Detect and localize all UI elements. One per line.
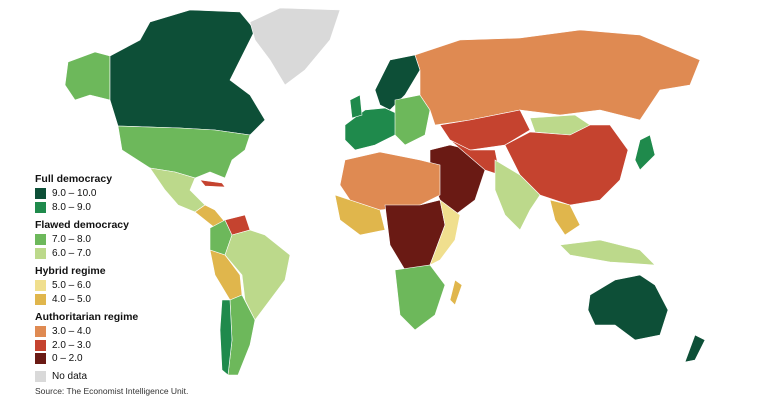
brazil [224,229,291,321]
chile [219,299,233,376]
legend-label: 5.0 – 6.0 [52,280,91,291]
legend-swatch [35,339,46,351]
legend-item: 0 – 2.0 [35,353,83,364]
uk [349,94,363,119]
west-africa [334,194,386,236]
legend-label: 3.0 – 4.0 [52,326,91,337]
source-note: Source: The Economist Intelligence Unit. [35,386,189,396]
india [494,159,541,231]
legend-swatch [35,188,46,199]
scandinavia [374,54,421,111]
legend-item: 6.0 – 7.0 [35,247,91,259]
canada [109,9,266,136]
legend-group-title: Full democracy [35,173,113,185]
madagascar [449,279,463,306]
legend-group-title: Flawed democracy [35,219,129,231]
southern-africa [394,264,446,331]
legend-label: 9.0 – 10.0 [52,188,97,199]
legend-item: 2.0 – 3.0 [35,339,91,351]
australia [587,274,669,341]
russia [414,29,701,126]
north-africa [339,151,441,211]
legend-swatch [35,234,46,245]
legend-label: 6.0 – 7.0 [52,247,91,259]
legend-item: 4.0 – 5.0 [35,293,91,305]
legend-swatch [35,280,46,291]
legend-item: 3.0 – 4.0 [35,326,91,337]
legend-item: 9.0 – 10.0 [35,188,96,199]
legend-item: 8.0 – 9.0 [35,201,91,213]
usa [117,125,251,179]
legend-swatch [35,370,46,382]
japan [634,134,656,171]
legend-label: 0 – 2.0 [52,353,83,364]
legend-swatch [35,326,46,337]
cuba [199,179,226,188]
legend-label: 2.0 – 3.0 [52,339,91,351]
legend-group-title: Hybrid regime [35,265,106,277]
legend-swatch [35,201,46,213]
new-zealand [684,334,706,363]
legend-label: No data [52,370,88,382]
southeast-asia [549,199,581,236]
legend-swatch [35,293,46,305]
legend-label: 7.0 – 8.0 [52,234,91,245]
alaska [64,51,111,101]
greenland [249,7,341,86]
legend-group-title: Authoritarian regime [35,311,139,323]
east-africa [429,199,461,266]
legend-item: 7.0 – 8.0 [35,234,91,245]
legend-label: 8.0 – 9.0 [52,201,91,213]
legend-label: 4.0 – 5.0 [52,293,91,305]
legend-item: No data [35,370,88,382]
legend-swatch [35,353,46,364]
legend-swatch [35,247,46,259]
legend-item: 5.0 – 6.0 [35,280,91,291]
indonesia [559,239,656,266]
